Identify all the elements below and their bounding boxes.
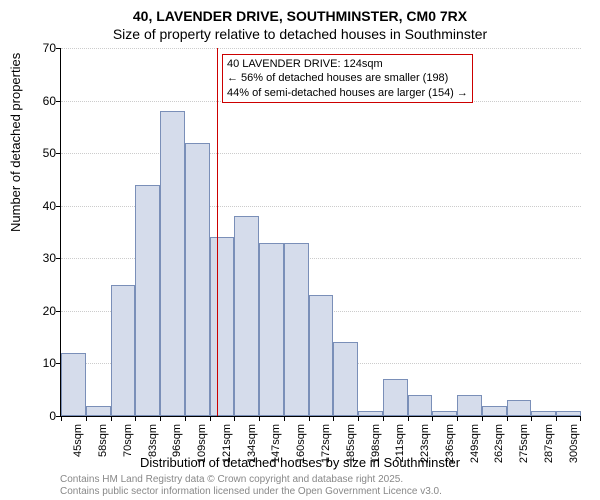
x-axis-label: Distribution of detached houses by size … [0, 455, 600, 470]
histogram-bar [531, 411, 556, 416]
x-tick [111, 416, 112, 421]
x-tick [210, 416, 211, 421]
footer-line2: Contains public sector information licen… [60, 486, 442, 498]
histogram-bar [160, 111, 185, 416]
x-tick [185, 416, 186, 421]
histogram-bar [457, 395, 482, 416]
x-tick [531, 416, 532, 421]
x-tick [358, 416, 359, 421]
histogram-bar [333, 342, 358, 416]
histogram-bar [210, 237, 235, 416]
x-tick [482, 416, 483, 421]
y-axis-label: Number of detached properties [8, 53, 23, 232]
x-tick [580, 416, 581, 421]
x-tick [309, 416, 310, 421]
histogram-bar [111, 285, 136, 416]
histogram-bar [234, 216, 259, 416]
footer-line1: Contains HM Land Registry data © Crown c… [60, 474, 442, 486]
x-tick [61, 416, 62, 421]
y-tick [56, 258, 61, 259]
gridline [61, 153, 581, 155]
histogram-bar [432, 411, 457, 416]
histogram-bar [135, 185, 160, 416]
x-tick [432, 416, 433, 421]
y-tick-label: 20 [43, 304, 56, 318]
chart-title-sub: Size of property relative to detached ho… [0, 26, 600, 42]
y-tick [56, 101, 61, 102]
y-tick-label: 0 [49, 409, 56, 423]
histogram-bar [309, 295, 334, 416]
x-tick [135, 416, 136, 421]
gridline [61, 48, 581, 50]
x-tick [383, 416, 384, 421]
x-tick [234, 416, 235, 421]
x-tick [333, 416, 334, 421]
annotation-line1: 40 LAVENDER DRIVE: 124sqm [227, 57, 468, 71]
y-tick [56, 311, 61, 312]
annotation-line2: ← 56% of detached houses are smaller (19… [227, 71, 468, 85]
annotation-box: 40 LAVENDER DRIVE: 124sqm← 56% of detach… [222, 54, 473, 103]
annotation-line3: 44% of semi-detached houses are larger (… [227, 86, 468, 100]
x-tick [160, 416, 161, 421]
y-tick-label: 50 [43, 146, 56, 160]
histogram-bar [259, 243, 284, 416]
x-tick [408, 416, 409, 421]
y-tick [56, 206, 61, 207]
x-tick [507, 416, 508, 421]
histogram-bar [408, 395, 433, 416]
histogram-bar [185, 143, 210, 416]
plot-area: 40 LAVENDER DRIVE: 124sqm← 56% of detach… [60, 48, 581, 417]
y-tick [56, 153, 61, 154]
histogram-bar [383, 379, 408, 416]
y-tick-label: 10 [43, 356, 56, 370]
marker-line [217, 48, 219, 416]
histogram-bar [482, 406, 507, 417]
y-tick-label: 70 [43, 41, 56, 55]
x-tick [284, 416, 285, 421]
histogram-bar [86, 406, 111, 417]
chart-container: 40, LAVENDER DRIVE, SOUTHMINSTER, CM0 7R… [0, 0, 600, 500]
histogram-bar [556, 411, 581, 416]
chart-title-main: 40, LAVENDER DRIVE, SOUTHMINSTER, CM0 7R… [0, 8, 600, 24]
histogram-bar [284, 243, 309, 416]
x-tick [259, 416, 260, 421]
x-tick [86, 416, 87, 421]
y-tick [56, 48, 61, 49]
histogram-bar [358, 411, 383, 416]
y-tick-label: 60 [43, 94, 56, 108]
histogram-bar [507, 400, 532, 416]
x-tick [556, 416, 557, 421]
histogram-bar [61, 353, 86, 416]
x-tick [457, 416, 458, 421]
chart-footer: Contains HM Land Registry data © Crown c… [60, 474, 442, 498]
y-tick-label: 30 [43, 251, 56, 265]
y-tick-label: 40 [43, 199, 56, 213]
